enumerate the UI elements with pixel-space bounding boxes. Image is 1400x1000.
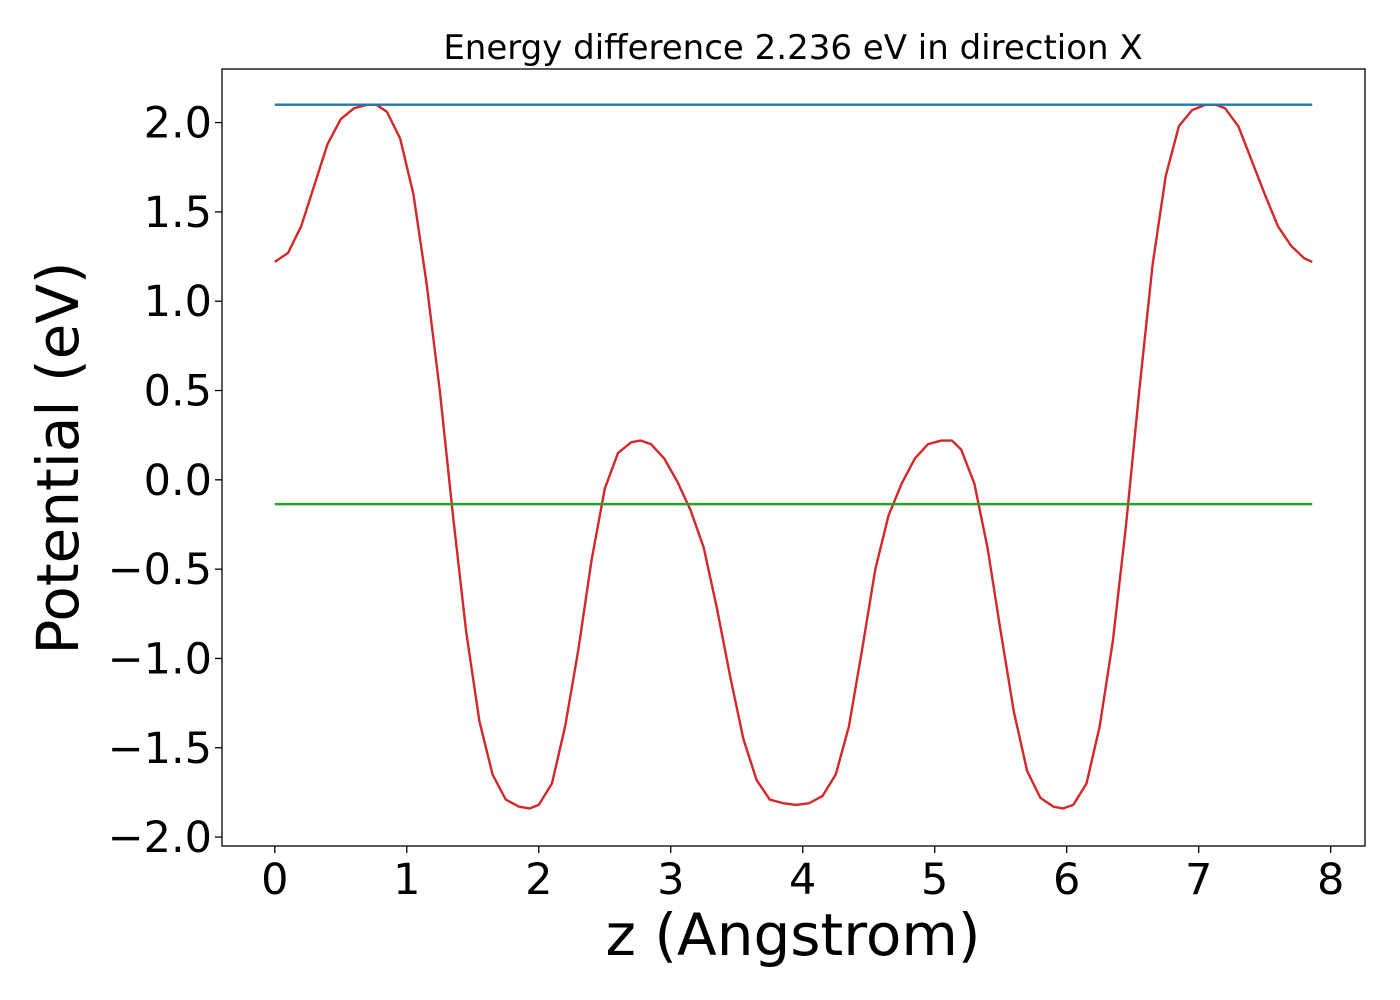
y-tick-label: −1.5: [108, 724, 212, 774]
y-tick-label: 0.0: [144, 456, 212, 506]
series-line-0: [274, 103, 1313, 810]
y-tick-label: −0.5: [108, 545, 212, 595]
plot-frame: [221, 68, 1366, 847]
x-axis: 0 1 2 3 4 5 6 7 8: [261, 846, 1344, 905]
x-tick-label: 1: [393, 855, 420, 905]
x-tick-label: 5: [921, 855, 948, 905]
x-axis-label: z (Angstrom): [606, 901, 981, 969]
y-axis: −2.0 −1.5 −1.0 −0.5 0.0 0.5 1.0 1.5 2.0: [108, 99, 222, 863]
y-tick-label: −2.0: [108, 813, 212, 863]
series-layer: [274, 103, 1313, 810]
y-axis-label: Potential (eV): [24, 261, 92, 654]
x-tick-label: 0: [261, 855, 288, 905]
y-tick-label: 1.0: [144, 277, 212, 327]
x-tick-label: 4: [789, 855, 816, 905]
x-tick-label: 6: [1053, 855, 1080, 905]
x-tick-label: 3: [657, 855, 684, 905]
x-tick-label: 8: [1317, 855, 1344, 905]
y-tick-label: 2.0: [144, 99, 212, 149]
y-tick-label: 1.5: [144, 188, 212, 238]
chart-title: Energy difference 2.236 eV in direction …: [443, 28, 1142, 68]
y-tick-label: −1.0: [108, 634, 212, 684]
x-tick-label: 2: [525, 855, 552, 905]
y-tick-label: 0.5: [144, 367, 212, 417]
x-tick-label: 7: [1185, 855, 1212, 905]
